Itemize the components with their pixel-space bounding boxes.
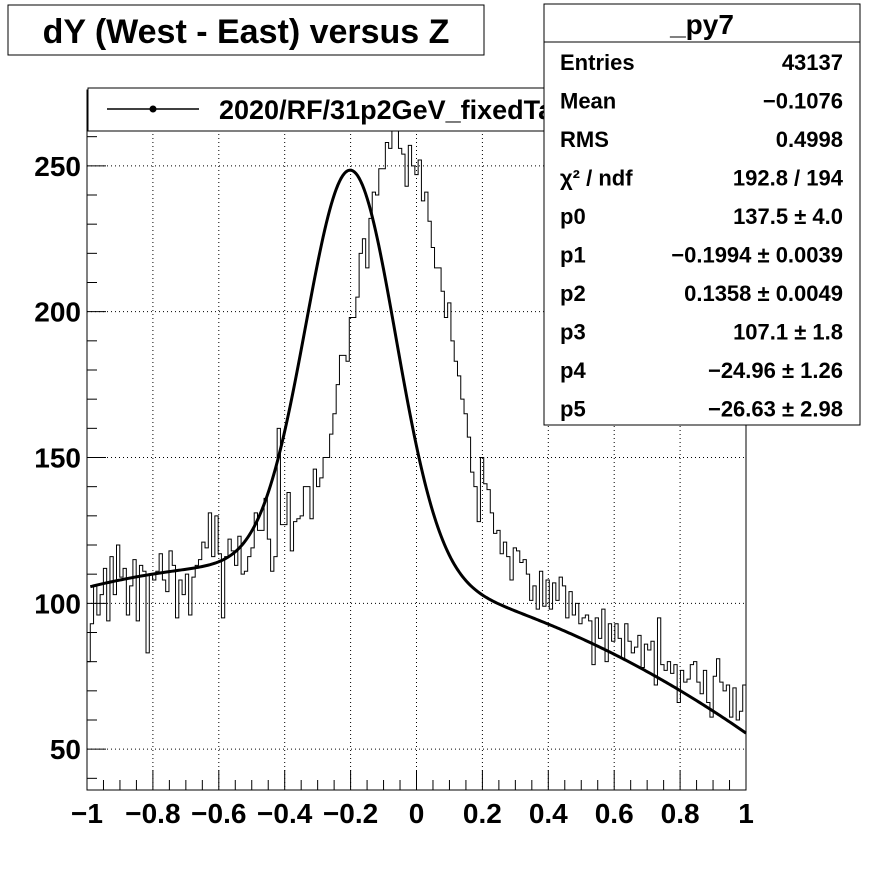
y-tick-label: 50 [50, 734, 81, 765]
histogram-outline [86, 104, 747, 790]
stats-label: RMS [560, 127, 609, 152]
stats-value: 0.1358 ± 0.0049 [684, 281, 843, 306]
x-tick-label: −0.4 [257, 798, 313, 829]
legend: 2020/RF/31p2GeV_fixedTarget [87, 87, 615, 132]
stats-value: −24.96 ± 1.26 [708, 358, 843, 383]
y-tick-label: 200 [34, 297, 81, 328]
stats-box: _py7 Entries 43137 Mean −0.1076 RMS 0.4998 χ² … [543, 3, 861, 426]
x-tick-label: −0.6 [191, 798, 246, 829]
legend-point-marker [149, 105, 157, 113]
x-tick-label: 1 [738, 798, 754, 829]
stats-value: −0.1076 [763, 89, 843, 114]
x-tick-label: 0 [409, 798, 425, 829]
x-tick-label: −0.2 [323, 798, 378, 829]
stats-label: p4 [560, 358, 586, 383]
stats-value: −0.1994 ± 0.0039 [671, 243, 843, 268]
x-tick-label: 0.6 [595, 798, 634, 829]
y-axis-tick-labels: 50 100 150 200 250 [34, 151, 81, 765]
legend-entry: 2020/RF/31p2GeV_fixedTarget [219, 95, 604, 125]
x-tick-label: −0.8 [125, 798, 180, 829]
y-tick-label: 250 [34, 151, 81, 182]
stats-label: χ² / ndf [560, 166, 633, 191]
stats-label: p3 [560, 320, 586, 345]
stats-label: p5 [560, 397, 586, 422]
stats-value: 137.5 ± 4.0 [733, 204, 843, 229]
histogram [86, 104, 747, 790]
y-tick-label: 100 [34, 588, 81, 619]
stats-value: 0.4998 [776, 127, 843, 152]
stats-value: −26.63 ± 2.98 [708, 397, 843, 422]
stats-label: p2 [560, 281, 586, 306]
stats-box-title: _py7 [669, 9, 734, 40]
stats-label: p0 [560, 204, 586, 229]
fit-curve [89, 168, 747, 735]
stats-label: Mean [560, 89, 616, 114]
x-tick-label: 0.8 [661, 798, 700, 829]
title-box: dY (West - East) versus Z [7, 4, 485, 56]
stats-label: p1 [560, 243, 586, 268]
stats-value: 43137 [782, 50, 843, 75]
x-tick-label: 0.2 [463, 798, 502, 829]
stats-value: 107.1 ± 1.8 [733, 320, 843, 345]
fit-line [89, 168, 747, 735]
x-tick-label: −1 [71, 798, 103, 829]
y-tick-label: 150 [34, 443, 81, 474]
stats-value: 192.8 / 194 [733, 166, 844, 191]
x-tick-label: 0.4 [529, 798, 568, 829]
chart-title: dY (West - East) versus Z [43, 13, 450, 51]
x-axis-tick-labels: −1 −0.8 −0.6 −0.4 −0.2 0 0.2 0.4 0.6 0.8 1 [71, 798, 754, 829]
stats-label: Entries [560, 50, 635, 75]
